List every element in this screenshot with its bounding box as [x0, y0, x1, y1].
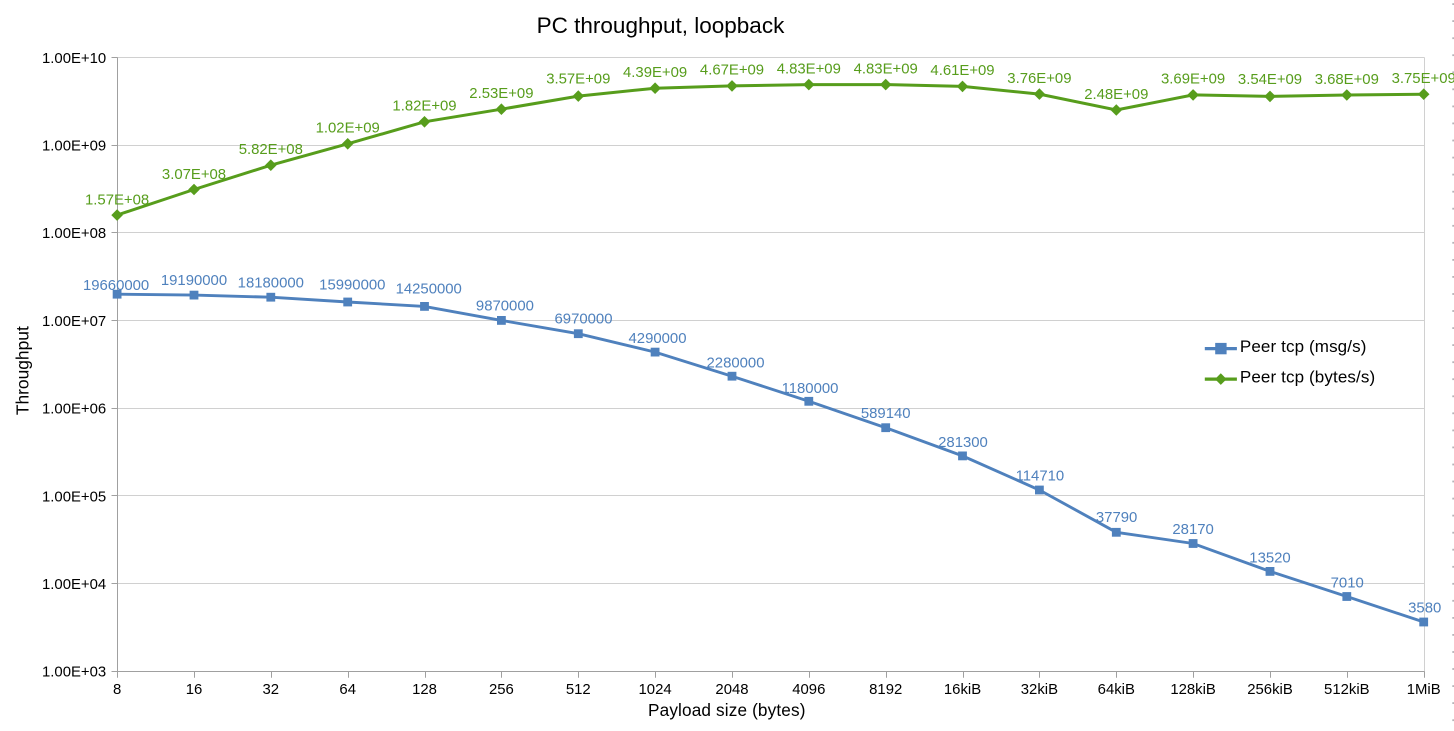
svg-text:Payload size (bytes): Payload size (bytes)	[648, 700, 806, 720]
svg-text:37790: 37790	[1096, 510, 1137, 526]
svg-text:3580: 3580	[1408, 600, 1441, 616]
svg-text:8192: 8192	[869, 682, 902, 698]
svg-text:32: 32	[263, 682, 280, 698]
svg-text:64: 64	[339, 682, 356, 698]
svg-text:1.00E+09: 1.00E+09	[42, 139, 106, 155]
svg-text:19190000: 19190000	[161, 273, 227, 289]
svg-text:512kiB: 512kiB	[1324, 682, 1370, 698]
svg-text:1MiB: 1MiB	[1407, 682, 1441, 698]
svg-text:2.53E+09: 2.53E+09	[469, 86, 533, 102]
svg-text:4290000: 4290000	[629, 331, 687, 347]
svg-text:1024: 1024	[639, 682, 672, 698]
svg-text:15990000: 15990000	[319, 277, 385, 293]
svg-text:1.00E+06: 1.00E+06	[42, 402, 106, 418]
svg-text:Throughput: Throughput	[12, 326, 32, 415]
svg-text:3.68E+09: 3.68E+09	[1315, 72, 1379, 88]
svg-text:1.02E+09: 1.02E+09	[316, 121, 380, 137]
svg-text:5.82E+08: 5.82E+08	[239, 142, 303, 158]
svg-text:8: 8	[113, 682, 121, 698]
svg-text:4.83E+09: 4.83E+09	[854, 61, 918, 77]
svg-text:3.76E+09: 3.76E+09	[1007, 71, 1071, 87]
svg-text:4.61E+09: 4.61E+09	[930, 63, 994, 79]
svg-text:512: 512	[566, 682, 591, 698]
svg-text:6970000: 6970000	[555, 312, 613, 328]
svg-text:28170: 28170	[1172, 522, 1213, 538]
svg-text:128kiB: 128kiB	[1170, 682, 1216, 698]
svg-text:19660000: 19660000	[83, 278, 149, 294]
svg-text:1180000: 1180000	[782, 381, 839, 397]
svg-text:2280000: 2280000	[707, 355, 765, 371]
svg-text:4.83E+09: 4.83E+09	[777, 61, 841, 77]
svg-text:128: 128	[412, 682, 437, 698]
svg-text:1.00E+10: 1.00E+10	[42, 51, 106, 67]
svg-text:2048: 2048	[715, 682, 748, 698]
svg-text:3.57E+09: 3.57E+09	[546, 72, 610, 88]
svg-text:3.07E+08: 3.07E+08	[162, 167, 226, 183]
svg-text:256: 256	[489, 682, 514, 698]
svg-text:3.54E+09: 3.54E+09	[1238, 72, 1302, 88]
svg-text:256kiB: 256kiB	[1247, 682, 1293, 698]
svg-text:14250000: 14250000	[396, 282, 462, 298]
svg-text:1.00E+05: 1.00E+05	[42, 489, 106, 505]
svg-text:2.48E+09: 2.48E+09	[1084, 87, 1148, 103]
svg-text:1.00E+07: 1.00E+07	[42, 314, 106, 330]
svg-text:13520: 13520	[1249, 550, 1290, 566]
svg-text:589140: 589140	[861, 406, 911, 422]
svg-text:1.00E+08: 1.00E+08	[42, 226, 106, 242]
svg-text:16kiB: 16kiB	[944, 682, 981, 698]
svg-text:32kiB: 32kiB	[1021, 682, 1058, 698]
svg-text:4.67E+09: 4.67E+09	[700, 63, 764, 79]
svg-text:1.57E+08: 1.57E+08	[85, 192, 149, 208]
svg-text:1.82E+09: 1.82E+09	[392, 99, 456, 115]
svg-text:Peer tcp (msg/s): Peer tcp (msg/s)	[1240, 337, 1367, 356]
svg-text:1.00E+04: 1.00E+04	[42, 577, 106, 593]
svg-text:3.69E+09: 3.69E+09	[1161, 72, 1225, 88]
svg-text:64kiB: 64kiB	[1098, 682, 1135, 698]
svg-text:4096: 4096	[792, 682, 825, 698]
svg-text:4.39E+09: 4.39E+09	[623, 65, 687, 81]
svg-text:114710: 114710	[1016, 468, 1065, 484]
svg-text:7010: 7010	[1331, 576, 1364, 592]
svg-text:1.00E+03: 1.00E+03	[42, 665, 106, 681]
svg-text:16: 16	[186, 682, 203, 698]
svg-text:18180000: 18180000	[238, 276, 304, 292]
svg-text:9870000: 9870000	[476, 298, 534, 314]
svg-text:281300: 281300	[938, 435, 988, 451]
svg-text:Peer tcp (bytes/s): Peer tcp (bytes/s)	[1240, 368, 1375, 387]
svg-text:3.75E+09: 3.75E+09	[1392, 71, 1454, 87]
svg-text:PC throughput, loopback: PC throughput, loopback	[537, 13, 785, 38]
